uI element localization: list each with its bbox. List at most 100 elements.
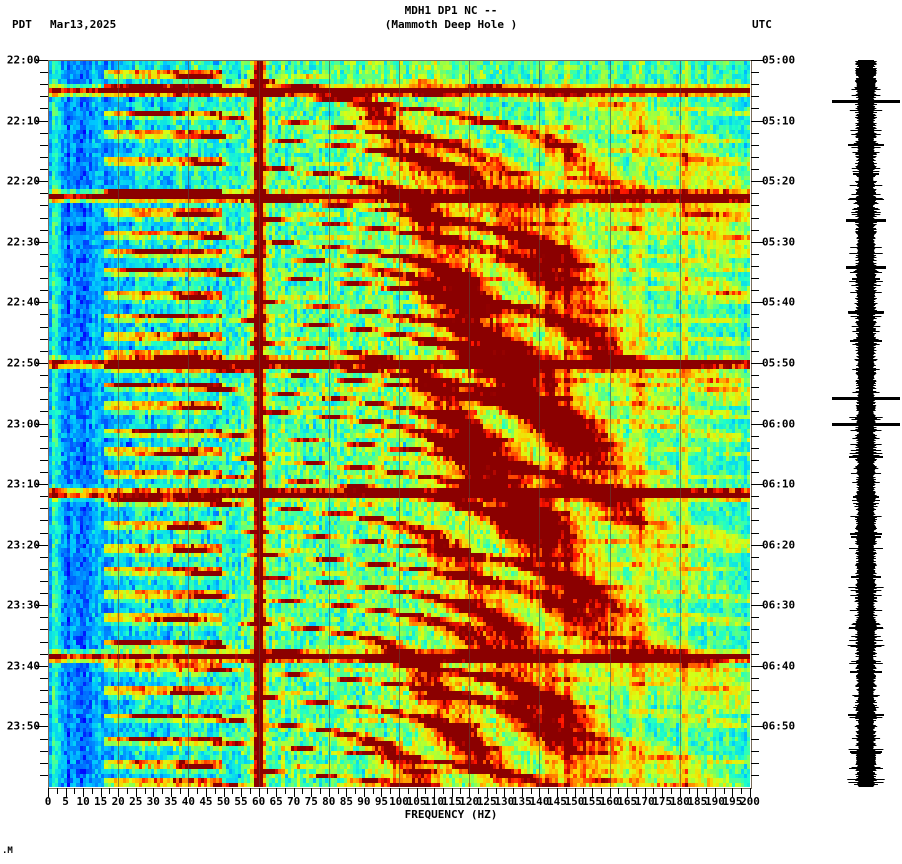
tick-major bbox=[486, 788, 488, 797]
tick-minor bbox=[91, 788, 93, 794]
tick-minor bbox=[40, 229, 48, 231]
frequency-tick-label: 180 bbox=[669, 795, 690, 808]
tick-major bbox=[65, 788, 67, 797]
tick-minor bbox=[40, 702, 48, 704]
tick-minor bbox=[179, 788, 181, 794]
frequency-tick-label: 105 bbox=[406, 795, 427, 808]
frequency-tick-label: 20 bbox=[111, 795, 125, 808]
tick-minor bbox=[751, 375, 759, 377]
frequency-tick-label: 90 bbox=[357, 795, 371, 808]
frequency-tick-label: 35 bbox=[164, 795, 178, 808]
tick-minor bbox=[751, 278, 759, 280]
frequency-tick-label: 15 bbox=[94, 795, 108, 808]
tick-minor bbox=[40, 520, 48, 522]
spectrogram-plot[interactable] bbox=[48, 60, 750, 787]
tick-minor bbox=[126, 788, 128, 794]
tick-minor bbox=[751, 702, 759, 704]
frequency-tick-label: 45 bbox=[199, 795, 213, 808]
frequency-tick-label: 65 bbox=[269, 795, 283, 808]
time-label-utc: 06:50 bbox=[762, 719, 796, 733]
frequency-tick-label: 170 bbox=[634, 795, 655, 808]
tick-minor bbox=[751, 471, 759, 473]
tick-minor bbox=[197, 788, 199, 794]
tick-minor bbox=[40, 750, 48, 752]
tick-minor bbox=[751, 532, 759, 534]
tick-major bbox=[434, 788, 436, 797]
frequency-tick-label: 85 bbox=[339, 795, 353, 808]
tick-minor bbox=[688, 788, 690, 794]
tick-minor bbox=[40, 774, 48, 776]
tick-major bbox=[170, 788, 172, 797]
tick-major bbox=[36, 544, 48, 546]
time-label-utc: 05:00 bbox=[762, 53, 796, 67]
tick-major bbox=[118, 788, 120, 797]
date-label: Mar13,2025 bbox=[50, 18, 117, 31]
time-axis-right: 05:00 05:10 05:20 05:30 05:40 05:50 06:00 06:10… bbox=[762, 0, 822, 864]
frequency-tick-label: 110 bbox=[424, 795, 445, 808]
tick-minor bbox=[40, 508, 48, 510]
tick-minor bbox=[653, 788, 655, 794]
tick-minor bbox=[40, 387, 48, 389]
tick-minor bbox=[442, 788, 444, 794]
tick-minor bbox=[706, 788, 708, 794]
tick-minor bbox=[751, 217, 759, 219]
frequency-tick-label: 70 bbox=[287, 795, 301, 808]
tick-minor bbox=[513, 788, 515, 794]
tick-minor bbox=[40, 108, 48, 110]
tick-minor bbox=[337, 788, 339, 794]
tick-major bbox=[627, 788, 629, 797]
tick-minor bbox=[40, 96, 48, 98]
tick-major bbox=[36, 665, 48, 667]
tick-minor bbox=[751, 96, 759, 98]
time-label-utc: 05:20 bbox=[762, 174, 796, 188]
tick-minor bbox=[40, 326, 48, 328]
tick-minor bbox=[40, 314, 48, 316]
tick-minor bbox=[751, 774, 759, 776]
time-label-utc: 06:20 bbox=[762, 538, 796, 552]
tick-minor bbox=[751, 314, 759, 316]
tick-minor bbox=[40, 593, 48, 595]
tick-major bbox=[293, 788, 295, 797]
tick-minor bbox=[751, 593, 759, 595]
time-label-utc: 06:40 bbox=[762, 659, 796, 673]
tick-major bbox=[574, 788, 576, 797]
tick-minor bbox=[751, 568, 759, 570]
tick-major bbox=[36, 726, 48, 728]
tick-minor bbox=[751, 169, 759, 171]
tick-major bbox=[223, 788, 225, 797]
tick-minor bbox=[249, 788, 251, 794]
tick-major bbox=[36, 605, 48, 607]
tick-major bbox=[751, 605, 763, 607]
time-label-utc: 06:10 bbox=[762, 477, 796, 491]
tick-minor bbox=[40, 72, 48, 74]
tick-major bbox=[36, 362, 48, 364]
tick-major bbox=[36, 120, 48, 122]
tick-minor bbox=[109, 788, 111, 794]
tick-minor bbox=[40, 278, 48, 280]
frequency-tick-label: 25 bbox=[129, 795, 143, 808]
tick-major bbox=[469, 788, 471, 797]
tick-minor bbox=[40, 265, 48, 267]
tick-minor bbox=[530, 788, 532, 794]
tick-minor bbox=[162, 788, 164, 794]
frequency-axis-title: FREQUENCY (HZ) bbox=[404, 808, 498, 821]
tick-minor bbox=[40, 653, 48, 655]
frequency-tick-label: 30 bbox=[146, 795, 160, 808]
tick-minor bbox=[144, 788, 146, 794]
tick-major bbox=[188, 788, 190, 797]
tick-minor bbox=[751, 253, 759, 255]
tick-minor bbox=[40, 629, 48, 631]
tick-minor bbox=[548, 788, 550, 794]
tick-minor bbox=[751, 144, 759, 146]
tick-major bbox=[592, 788, 594, 797]
tick-minor bbox=[40, 568, 48, 570]
frequency-tick-label: 165 bbox=[617, 795, 638, 808]
tick-minor bbox=[40, 375, 48, 377]
page-title: MDH1 DP1 NC -- bbox=[404, 4, 498, 17]
tick-minor bbox=[40, 556, 48, 558]
tick-minor bbox=[302, 788, 304, 794]
tick-minor bbox=[751, 581, 759, 583]
frequency-tick-label: 200 bbox=[740, 795, 760, 808]
tick-minor bbox=[40, 399, 48, 401]
tick-minor bbox=[267, 788, 269, 794]
